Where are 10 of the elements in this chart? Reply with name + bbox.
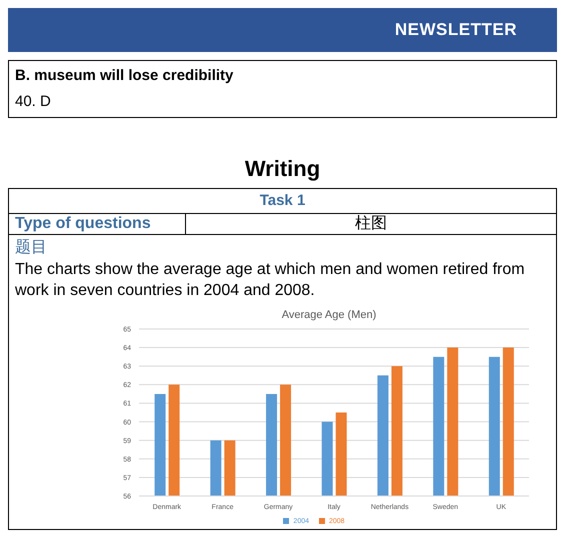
text: Task 1 — [9, 189, 556, 214]
text: Type of questions — [9, 214, 186, 234]
text: 40. D — [15, 92, 52, 112]
text: NEWSLETTER — [394, 20, 517, 40]
text: The charts show the average age at which men and women retired from work in seven countries in 2004 and 2008. — [15, 260, 526, 301]
text: 柱图 — [354, 214, 388, 234]
text: Writing — [244, 156, 322, 182]
chart-title: Average Age (Men) — [280, 309, 378, 321]
text: B. museum will lose credibility — [15, 66, 234, 86]
text: 题目 — [15, 238, 48, 258]
